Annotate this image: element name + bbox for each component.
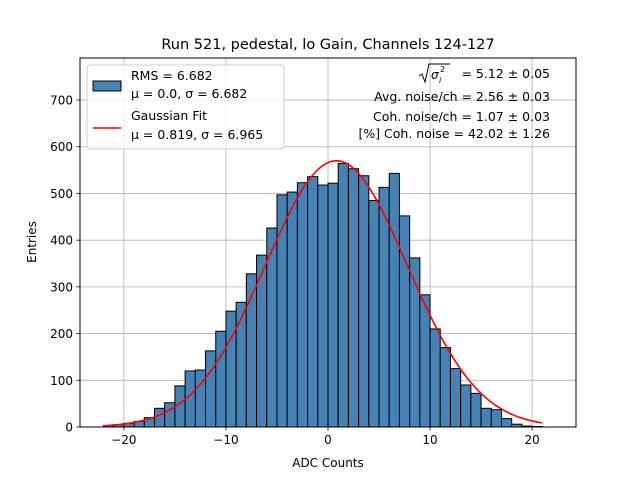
- y-tick-label: 300: [50, 280, 73, 294]
- histogram-bar: [398, 215, 411, 428]
- y-tick-label: 100: [50, 374, 73, 388]
- histogram-bar: [347, 168, 360, 428]
- histogram-bar: [358, 175, 370, 428]
- histogram-bar: [327, 182, 339, 428]
- chart-title: Run 521, pedestal, lo Gain, Channels 124…: [161, 37, 494, 53]
- histogram-bar: [205, 350, 217, 428]
- histogram-bar: [235, 301, 247, 428]
- histogram-bar: [225, 310, 237, 428]
- y-axis-label: Entries: [25, 221, 39, 263]
- svg-text:2: 2: [440, 65, 445, 74]
- annotation-coh-noise: Coh. noise/ch = 1.07 ± 0.03: [373, 109, 550, 124]
- x-tick-label: 10: [422, 433, 437, 447]
- y-tick-label: 700: [50, 94, 73, 108]
- histogram-bar: [286, 191, 298, 428]
- histogram-bar: [215, 330, 227, 428]
- legend-entry-1-line2: μ = 0.0, σ = 6.682: [131, 86, 247, 101]
- histogram-bar: [460, 384, 472, 428]
- x-axis-label: ADC Counts: [292, 456, 364, 470]
- x-tick-label: 20: [524, 433, 539, 447]
- annotation-avg-noise: Avg. noise/ch = 2.56 ± 0.03: [374, 89, 550, 104]
- histogram-bar: [439, 347, 451, 428]
- x-tick-label: 0: [324, 433, 332, 447]
- histogram-bar: [490, 409, 502, 428]
- histogram-bar: [296, 182, 309, 428]
- histogram-bar: [164, 402, 176, 428]
- legend-entry-2-line2: μ = 0.819, σ = 6.965: [131, 127, 263, 142]
- histogram-bar: [368, 199, 380, 428]
- noise-annotations: σ i 2 = 5.12 ± 0.05 Avg. noise/ch = 2.56…: [358, 63, 550, 141]
- histogram-bar: [419, 294, 431, 428]
- y-tick-label: 600: [50, 140, 73, 154]
- histogram-bar: [307, 176, 319, 428]
- histogram-bar: [470, 392, 482, 428]
- histogram-bar: [337, 163, 349, 428]
- legend: RMS = 6.682 μ = 0.0, σ = 6.682 Gaussian …: [86, 64, 285, 150]
- x-tick-label: −20: [111, 433, 136, 447]
- legend-entry-1-line1: RMS = 6.682: [131, 68, 213, 83]
- annotation-sqrt-sigma: = 5.12 ± 0.05: [461, 66, 550, 81]
- y-tick-label: 0: [65, 421, 73, 435]
- histogram-bar: [317, 184, 329, 428]
- sqrt-sigma-symbol: σ i 2: [418, 63, 450, 85]
- histogram-bar: [500, 418, 513, 428]
- histogram-bar: [194, 369, 207, 428]
- svg-text:σ: σ: [431, 68, 439, 82]
- histogram-bar: [449, 368, 462, 428]
- y-tick-label: 400: [50, 234, 73, 248]
- histogram-bar: [429, 328, 441, 428]
- x-tick-label: −10: [213, 433, 238, 447]
- legend-frame: [86, 64, 285, 150]
- legend-entry-2-line1: Gaussian Fit: [131, 108, 207, 123]
- gaussian-fit-curve: [103, 159, 543, 427]
- annotation-coh-noise-percent: [%] Coh. noise = 42.02 ± 1.26: [358, 126, 550, 141]
- plot-frame: [79, 57, 577, 428]
- gaussian-fit: [103, 159, 543, 427]
- histogram-bar: [480, 407, 492, 428]
- histogram-bar: [388, 172, 400, 428]
- svg-text:i: i: [439, 76, 442, 85]
- histogram-bar: [154, 407, 166, 428]
- y-tick-label: 500: [50, 187, 73, 201]
- histogram-bars: [102, 163, 543, 428]
- y-tick-label: 200: [50, 327, 73, 341]
- legend-histogram-swatch: [92, 80, 122, 92]
